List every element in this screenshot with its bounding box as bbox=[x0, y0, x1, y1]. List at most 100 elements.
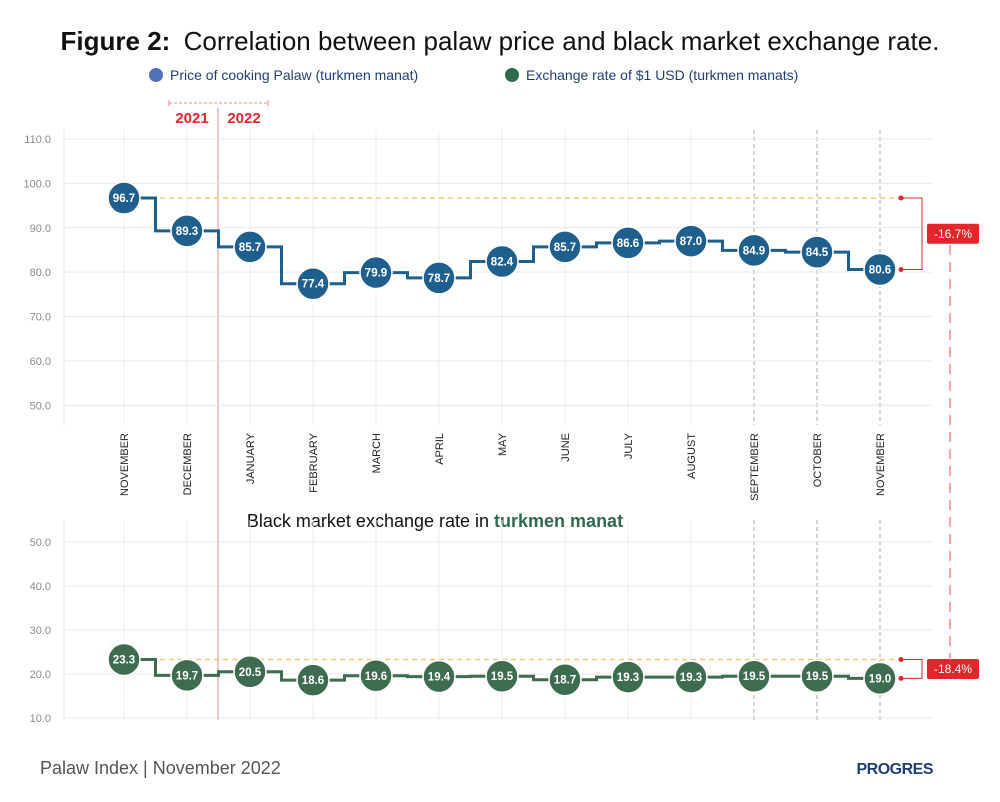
year-label-2022: 2022 bbox=[227, 110, 260, 127]
y-tick-label: 110.0 bbox=[24, 134, 51, 146]
month-label: SEPTEMBER bbox=[749, 433, 761, 501]
month-label: MAY bbox=[497, 432, 509, 456]
data-label: 19.4 bbox=[428, 672, 451, 684]
data-label: 86.6 bbox=[617, 238, 639, 250]
month-label: JANUARY bbox=[245, 432, 257, 484]
data-point bbox=[359, 659, 393, 693]
exchange-chart-y-axis: 10.0 20.0 30.0 40.0 50.0 bbox=[30, 537, 51, 725]
y-tick-label: 60.0 bbox=[30, 356, 51, 368]
y-tick-label: 50.0 bbox=[30, 400, 51, 412]
data-label: 19.7 bbox=[176, 670, 198, 682]
month-label: APRIL bbox=[434, 433, 446, 465]
legend-label-exchange: Exchange rate of $1 USD (turkmen manats) bbox=[526, 67, 798, 83]
data-point bbox=[296, 663, 330, 697]
month-label: JUNE bbox=[560, 433, 572, 462]
data-point bbox=[737, 233, 771, 268]
data-point bbox=[800, 659, 834, 693]
month-label: MARCH bbox=[371, 433, 383, 473]
data-point bbox=[170, 658, 204, 693]
data-label: 23.3 bbox=[113, 654, 135, 666]
legend: Price of cooking Palaw (turkmen manat) E… bbox=[149, 67, 798, 83]
data-label: 96.7 bbox=[113, 193, 135, 205]
exchange-chart-subtitle-emphasis: turkmen manat bbox=[494, 511, 623, 531]
year-label-2021: 2021 bbox=[175, 110, 208, 127]
y-tick-label: 90.0 bbox=[30, 223, 51, 235]
year-marker: 2021 2022 bbox=[168, 100, 269, 720]
palaw-chart-grid bbox=[63, 130, 932, 425]
change-end-dot bbox=[898, 266, 904, 272]
y-tick-label: 100.0 bbox=[23, 178, 51, 190]
y-tick-label: 30.0 bbox=[30, 625, 51, 637]
change-bracket bbox=[901, 658, 923, 679]
change-badge bbox=[927, 658, 979, 679]
data-point bbox=[863, 661, 897, 696]
exchange-rate-points: 23.3 19.7 20.5 18.6 19.6 19.4 19.5 18.7 19.3 19.3… bbox=[107, 642, 897, 697]
y-tick-label: 70.0 bbox=[30, 312, 51, 324]
data-label: 78.7 bbox=[428, 273, 450, 285]
month-label: NOVEMBER bbox=[875, 433, 887, 496]
legend-swatch-exchange bbox=[505, 68, 519, 82]
data-point bbox=[611, 226, 645, 260]
data-label: 87.0 bbox=[680, 236, 702, 248]
data-point bbox=[674, 660, 708, 694]
month-label: JULY bbox=[623, 432, 635, 459]
y-tick-label: 50.0 bbox=[30, 537, 51, 549]
change-badge-label: -18.4% bbox=[934, 662, 972, 676]
data-point bbox=[233, 655, 267, 689]
palaw-price-points: 96.7 89.3 85.7 77.4 79.9 78.7 82.4 85.7 86.6 87.0… bbox=[107, 181, 897, 301]
progres-logo: PROGRES bbox=[856, 761, 933, 778]
month-label: AUGUST bbox=[686, 433, 698, 479]
data-point bbox=[296, 266, 330, 301]
data-label: 18.7 bbox=[554, 675, 576, 687]
exchange-rate-series-line bbox=[124, 657, 880, 682]
data-point bbox=[548, 662, 582, 697]
change-start-dot bbox=[898, 656, 904, 662]
data-point bbox=[422, 659, 456, 694]
data-label: 84.9 bbox=[743, 245, 765, 257]
data-label: 77.4 bbox=[302, 279, 325, 291]
figure-title: Figure 2: Correlation between palaw pric… bbox=[61, 26, 940, 56]
y-tick-label: 40.0 bbox=[30, 581, 51, 593]
data-point bbox=[233, 230, 267, 264]
exchange-change-indicator: -18.4% bbox=[898, 656, 979, 681]
month-label: OCTOBER bbox=[812, 433, 824, 487]
data-point bbox=[107, 642, 141, 677]
data-label: 19.0 bbox=[869, 673, 891, 685]
data-point bbox=[800, 235, 834, 269]
data-label: 19.5 bbox=[806, 671, 829, 683]
data-label: 19.3 bbox=[617, 672, 639, 684]
exchange-chart-subtitle: Black market exchange rate in turkmen ma… bbox=[247, 511, 623, 531]
exchange-rate-chart: 10.0 20.0 30.0 40.0 50.0 23.3 19.7 20.5 18.6 19.… bbox=[30, 520, 979, 725]
y-tick-label: 80.0 bbox=[30, 267, 51, 279]
footer-text: Palaw Index | November 2022 bbox=[40, 758, 281, 778]
month-label: DECEMBER bbox=[182, 433, 194, 495]
data-point bbox=[548, 230, 582, 264]
data-label: 19.5 bbox=[491, 671, 514, 683]
palaw-chart-y-axis: 50.0 60.0 70.0 80.0 90.0 100.0 110.0 bbox=[23, 134, 51, 412]
data-point bbox=[611, 660, 645, 694]
data-point bbox=[170, 214, 204, 248]
y-tick-label: 10.0 bbox=[30, 713, 51, 725]
legend-swatch-palaw bbox=[149, 68, 163, 82]
change-badge bbox=[927, 223, 979, 244]
data-label: 19.6 bbox=[365, 671, 387, 683]
change-start-dot bbox=[898, 195, 904, 201]
data-point bbox=[485, 659, 519, 693]
data-label: 20.5 bbox=[239, 667, 262, 679]
data-point bbox=[863, 252, 897, 287]
data-point bbox=[485, 244, 519, 279]
data-point bbox=[359, 255, 393, 290]
figure-title-bold: Figure 2: bbox=[61, 26, 171, 56]
data-point bbox=[737, 659, 771, 693]
data-label: 84.5 bbox=[806, 247, 829, 259]
data-label: 19.3 bbox=[680, 672, 702, 684]
data-label: 85.7 bbox=[239, 242, 261, 254]
data-point bbox=[107, 181, 141, 215]
data-point bbox=[422, 261, 456, 295]
exchange-chart-subtitle-text: Black market exchange rate in bbox=[247, 511, 494, 531]
data-label: 19.5 bbox=[743, 671, 766, 683]
month-axis: NOVEMBER DECEMBER JANUARY FEBRUARY MARCH APRI… bbox=[119, 432, 887, 501]
data-label: 79.9 bbox=[365, 268, 387, 280]
change-end-dot bbox=[898, 675, 904, 681]
